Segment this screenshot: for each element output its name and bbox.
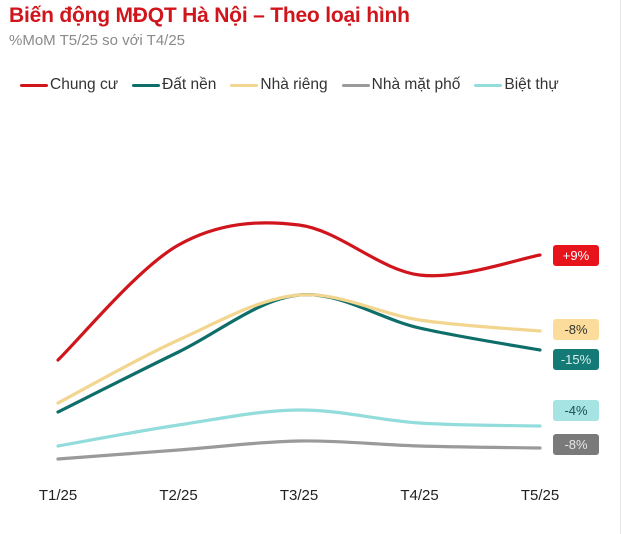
end-label-badge — [553, 319, 599, 340]
end-label-text: -8% — [564, 322, 588, 337]
chart-subtitle: %MoM T5/25 so với T4/25 — [9, 32, 186, 49]
series-line — [56, 408, 542, 448]
legend-label: Nhà riêng — [260, 76, 328, 93]
legend-label: Chung cư — [50, 76, 119, 93]
legend-item: Đất nền — [132, 76, 216, 94]
x-tick-label: T2/25 — [159, 487, 197, 504]
legend-swatch — [474, 83, 503, 87]
series-line — [56, 293, 542, 405]
legend-item: Nhà mặt phố — [341, 76, 461, 94]
chart-title: Biến động MĐQT Hà Nội – Theo loại hình — [9, 4, 410, 27]
legend-item: Biệt thự — [474, 76, 559, 94]
x-tick-label: T3/25 — [280, 487, 318, 504]
x-tick-label: T4/25 — [400, 487, 438, 504]
legend-label: Nhà mặt phố — [371, 76, 461, 93]
legend-swatch — [20, 83, 48, 87]
end-label-badge — [553, 434, 599, 455]
end-label-badge — [553, 349, 599, 370]
end-label-text: +9% — [563, 248, 590, 263]
legend-item: Nhà riêng — [230, 76, 328, 94]
legend-item: Chung cư — [20, 76, 118, 94]
legend-swatch — [132, 83, 161, 87]
end-label-badge — [553, 400, 599, 421]
end-label-text: -15% — [561, 352, 592, 367]
frame-border — [620, 0, 621, 534]
x-tick-label: T5/25 — [521, 487, 559, 504]
legend-label: Biệt thự — [504, 76, 559, 93]
legend-swatch — [230, 83, 259, 87]
series-line — [56, 439, 542, 461]
legend-swatch — [341, 83, 370, 87]
end-label-text: -4% — [564, 403, 588, 418]
end-label-badge — [553, 245, 599, 266]
series-line — [56, 293, 542, 414]
x-tick-label: T1/25 — [39, 487, 77, 504]
end-label-text: -8% — [564, 437, 588, 452]
series-line — [56, 221, 542, 362]
legend: Chung cư Đất nền Nhà riêng Nhà mặt phố Biệt … — [20, 76, 559, 94]
legend-label: Đất nền — [162, 76, 217, 93]
